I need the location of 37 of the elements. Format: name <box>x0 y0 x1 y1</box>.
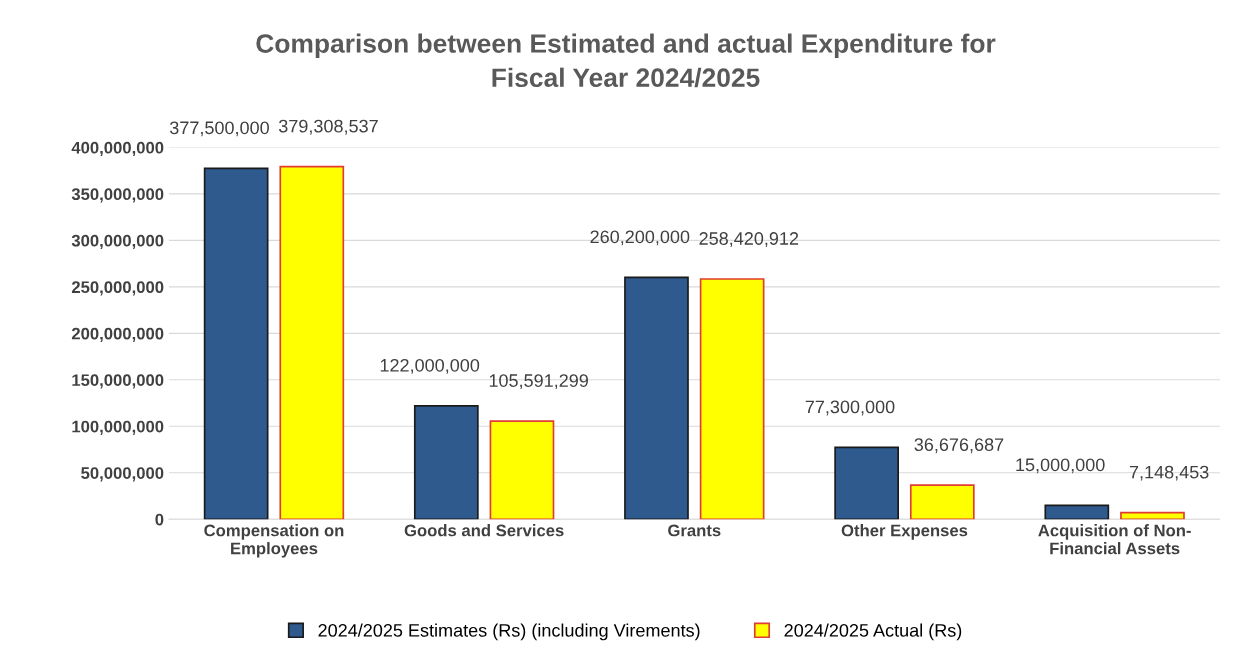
bar <box>699 278 765 520</box>
x-tick-label: Acquisition of Non- Financial Assets <box>1038 524 1191 555</box>
data-label: 77,300,000 <box>805 400 895 416</box>
chart-title: Comparison between Estimated and actual Expenditure for Fiscal Year 2024/2025 <box>256 33 996 88</box>
y-tick-label: 350,000,000 <box>71 188 164 203</box>
bar <box>203 167 269 520</box>
bar <box>1044 504 1110 520</box>
bar <box>279 165 345 520</box>
bar <box>624 276 689 520</box>
data-label: 258,420,912 <box>699 232 799 248</box>
data-label: 7,148,453 <box>1129 465 1209 481</box>
y-tick-label: 150,000,000 <box>72 374 164 389</box>
bar <box>909 484 975 520</box>
x-tick-label: Grants <box>668 524 721 537</box>
data-label: 379,308,537 <box>278 119 378 135</box>
y-tick-label: 400,000,000 <box>71 141 164 157</box>
legend-label: 2024/2025 Estimates (Rs) (including Virements) <box>318 623 700 641</box>
bar <box>489 420 555 520</box>
bar <box>1120 511 1185 520</box>
data-label: 15,000,000 <box>1016 458 1105 474</box>
data-label: 105,591,299 <box>489 374 588 390</box>
y-tick-label: 200,000,000 <box>71 327 164 342</box>
data-label: 122,000,000 <box>380 358 480 374</box>
y-tick-label: 250,000,000 <box>71 281 164 296</box>
y-tick-label: 0 <box>155 513 164 526</box>
bar <box>834 446 900 520</box>
legend-label: 2024/2025 Actual (Rs) <box>784 623 962 641</box>
data-label: 36,676,687 <box>914 438 1004 454</box>
y-tick-label: 300,000,000 <box>71 234 164 249</box>
x-tick-label: Compensation on Employees <box>204 524 344 558</box>
data-label: 260,200,000 <box>590 230 690 246</box>
y-tick-label: 100,000,000 <box>72 420 164 435</box>
data-label: 377,500,000 <box>169 121 269 137</box>
x-tick-label: Other Expenses <box>841 524 968 540</box>
y-tick-label: 50,000,000 <box>81 467 164 482</box>
bar <box>413 405 479 520</box>
x-tick-label: Goods and Services <box>404 524 564 537</box>
